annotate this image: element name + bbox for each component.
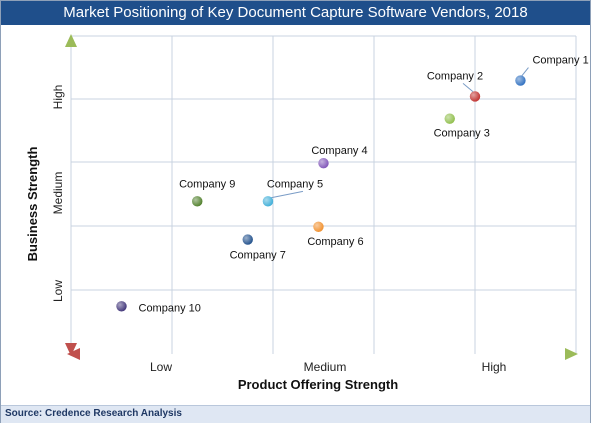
data-point-label: Company 3 <box>434 128 490 140</box>
y-axis-arrow-up <box>65 34 77 47</box>
x-tick-label: High <box>482 360 507 374</box>
data-point-shine <box>192 196 203 207</box>
y-tick-label: High <box>51 85 65 110</box>
label-leader-line <box>267 190 304 199</box>
x-axis-arrow-left <box>67 348 80 360</box>
data-point-label: Company 1 <box>532 55 588 67</box>
x-axis-label: Product Offering Strength <box>238 377 398 392</box>
data-point-shine <box>318 158 329 169</box>
y-axis-label: Business Strength <box>25 147 40 262</box>
y-tick-label: Medium <box>51 172 65 215</box>
data-point-label: Company 6 <box>307 236 363 248</box>
scatter-chart: Low Medium High Low Medium High Product Offer… <box>25 34 589 392</box>
x-tick-label: Medium <box>304 360 347 374</box>
tick-labels: Low Medium High Low Medium High <box>51 85 506 374</box>
axes <box>65 34 578 360</box>
data-point-label: Company 4 <box>311 145 367 157</box>
data-point-label: Company 7 <box>230 250 286 262</box>
x-tick-label: Low <box>150 360 172 374</box>
data-points: Company 1 Company 2 Company 3 Company 4 Comp… <box>116 55 589 314</box>
title-bar: Market Positioning of Key Document Captu… <box>1 1 590 25</box>
chart-title: Market Positioning of Key Document Captu… <box>63 4 528 21</box>
data-point-shine <box>444 113 455 124</box>
data-point-shine <box>242 234 253 245</box>
data-point-shine <box>313 221 324 232</box>
source-bar: Source: Credence Research Analysis <box>1 405 590 423</box>
data-point-label: Company 2 <box>427 70 483 82</box>
data-point-shine <box>262 196 274 207</box>
x-axis-arrow-right <box>565 348 578 360</box>
data-point-label: Company 9 <box>179 178 235 190</box>
data-point-shine <box>469 91 481 102</box>
data-point-label: Company 10 <box>139 302 201 314</box>
source-note: Source: Credence Research Analysis <box>5 408 182 419</box>
data-point-shine <box>116 301 127 312</box>
y-axis-arrow-down <box>65 343 77 356</box>
y-tick-label: Low <box>51 280 65 302</box>
data-point-shine <box>515 75 526 86</box>
data-point-label: Company 5 <box>267 178 323 190</box>
